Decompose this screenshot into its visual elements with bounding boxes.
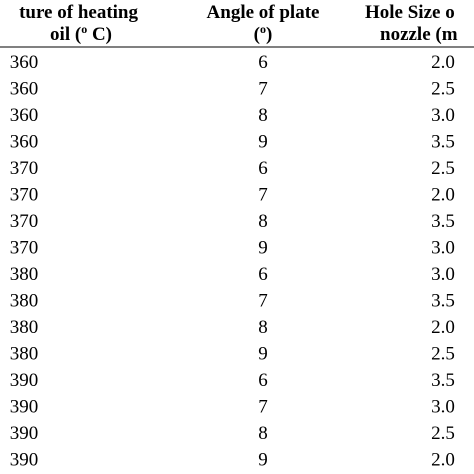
cell: 370 [10,211,39,232]
cell: 370 [10,158,39,179]
cell: 390 [10,370,39,391]
header-text: ( [254,24,260,45]
cell: 7 [258,291,268,312]
cell: 2.0 [431,52,455,73]
cell: 390 [10,397,39,418]
cell: 370 [10,185,39,206]
cell: 360 [10,52,39,73]
cell: 360 [10,132,39,153]
cell: 360 [10,79,39,100]
cell: 8 [258,211,268,232]
cell: 3.0 [431,105,455,126]
cell: 380 [10,344,39,365]
cell: 9 [258,238,268,259]
cell: 7 [258,185,268,206]
cell: 9 [258,344,268,365]
cell: 2.5 [431,344,455,365]
header-line: nozzle (m [380,24,458,45]
cell: 2.0 [431,450,455,471]
header-line: oil (o C) [50,22,112,45]
header-text: oil ( [50,24,81,45]
superscript: o [260,22,266,36]
cell: 390 [10,450,39,471]
cell: 370 [10,238,39,259]
header-line: Angle of plate [207,2,320,23]
header-text: ) [266,24,272,45]
cell: 6 [258,158,268,179]
cell: 380 [10,264,39,285]
cell: 9 [258,132,268,153]
cell: 2.0 [431,317,455,338]
cell: 360 [10,105,39,126]
cell: 380 [10,317,39,338]
header-text: nozzle (m [380,24,458,45]
cell: 6 [258,370,268,391]
cell: 3.5 [431,291,455,312]
cell: 2.0 [431,185,455,206]
header-line: Hole Size o [365,2,455,23]
cell: 7 [258,79,268,100]
cell: 3.5 [431,132,455,153]
cell: 9 [258,450,268,471]
header-line: ture of heating [19,2,138,23]
header-line: (o) [254,22,273,45]
cell: 6 [258,52,268,73]
cell: 3.0 [431,264,455,285]
cell: 2.5 [431,158,455,179]
cell: 6 [258,264,268,285]
cell: 3.5 [431,370,455,391]
cell: 2.5 [431,79,455,100]
cell: 8 [258,317,268,338]
cell: 2.5 [431,423,455,444]
cell: 8 [258,423,268,444]
cell: 390 [10,423,39,444]
cell: 8 [258,105,268,126]
header-text: C) [87,24,112,45]
cell: 3.5 [431,211,455,232]
cell: 3.0 [431,238,455,259]
superscript: o [81,22,87,36]
cell: 380 [10,291,39,312]
cell: 7 [258,397,268,418]
cell: 3.0 [431,397,455,418]
